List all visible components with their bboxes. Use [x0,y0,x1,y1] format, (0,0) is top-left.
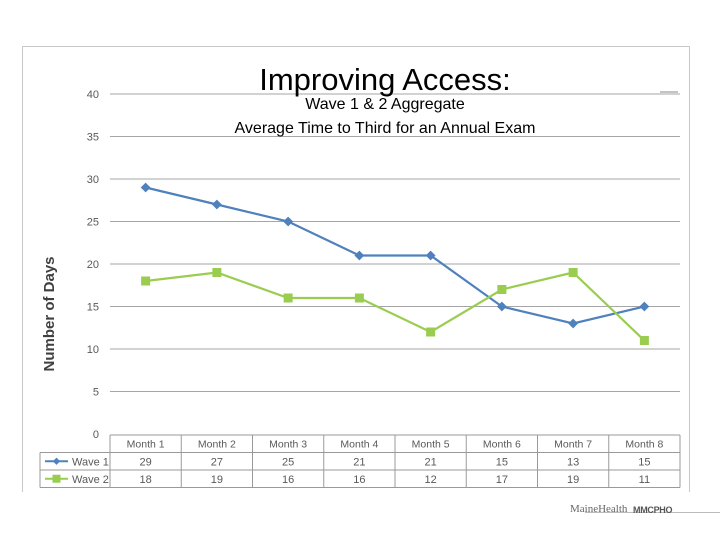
chart-subtitle-line2: Average Time to Third for an Annual Exam [234,120,536,137]
data-point-marker [283,216,294,227]
data-point-marker [140,182,151,193]
data-table-value: 15 [638,456,650,468]
data-table-value: 15 [496,456,508,468]
data-table-value: 21 [425,456,437,468]
x-category-label: Month 3 [269,439,307,451]
series-line-wave-1 [145,186,645,325]
data-point-marker [639,336,649,345]
x-category-label: Month 8 [625,439,663,451]
legend-entry: Wave 2 [72,474,109,486]
x-category-label: Month 7 [554,439,592,451]
footer-logo-mmcpho: MMCPHO [633,505,673,515]
data-point-marker [354,293,364,303]
data-point-marker [639,301,650,312]
chart-subtitle-line1: Wave 1 & 2 Aggregate [305,96,465,113]
data-point-marker [141,276,151,286]
data-point-marker [497,285,507,294]
chart-frame [22,46,690,492]
data-table-value: 18 [140,474,152,486]
data-table-value: 29 [140,456,152,468]
footer-logo-mainehealth: MaineHealth [570,503,628,515]
data-table-value: 21 [353,456,365,468]
chart-title: Improving Access: [259,62,511,97]
data-point-marker [425,250,436,261]
x-category-label: Month 2 [198,439,236,451]
y-tick-label: 15 [87,302,99,314]
legend-key-marker [52,474,61,483]
y-tick-label: 35 [87,132,99,144]
x-category-label: Month 4 [340,439,378,451]
data-table-value: 25 [282,456,294,468]
data-table-value: 17 [496,474,508,486]
data-table-value: 11 [639,474,650,486]
data-point-marker [283,293,293,303]
data-point-marker [212,268,222,277]
y-tick-label: 20 [87,259,99,271]
y-axis-title: Number of Days [41,256,58,371]
y-tick-label: 25 [87,217,99,229]
data-point-marker [354,250,365,261]
data-point-marker [426,327,436,337]
y-tick-label: 0 [93,429,99,441]
y-tick-label: 30 [87,174,99,186]
data-table-value: 13 [567,456,579,468]
data-table-value: 19 [211,474,223,486]
data-point-marker [568,268,578,277]
legend-entry: Wave 1 [72,456,109,468]
x-category-label: Month 6 [483,439,521,451]
y-tick-label: 40 [87,89,99,101]
data-point-marker [496,301,507,312]
y-tick-label: 5 [93,387,99,399]
data-table-value: 16 [353,474,365,486]
x-category-label: Month 5 [412,439,450,451]
legend-key-marker [52,457,61,465]
data-point-marker [568,318,579,329]
data-table-value: 12 [425,474,437,486]
x-category-label: Month 1 [127,439,165,451]
data-table-value: 16 [282,474,294,486]
data-table-value: 19 [567,474,579,486]
series-line-wave-2 [145,271,646,342]
data-table-value: 27 [211,456,223,468]
y-tick-label: 10 [87,344,99,356]
data-point-marker [211,199,222,210]
footer-divider [585,512,720,513]
